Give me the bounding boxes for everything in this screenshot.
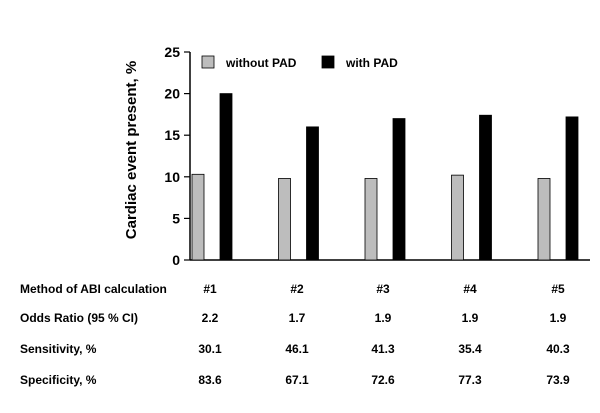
table-cell: 77.3 xyxy=(458,373,482,387)
bar-with-pad-2 xyxy=(306,126,319,261)
table-cell: 1.9 xyxy=(549,311,567,325)
y-tick-label: 10 xyxy=(164,169,180,185)
legend-swatch-with-pad xyxy=(321,55,335,69)
table-cell: #4 xyxy=(463,282,477,296)
table-cell: 72.6 xyxy=(371,373,395,387)
legend-swatch-without-pad xyxy=(201,55,215,69)
table-cell: #1 xyxy=(203,282,217,296)
bar-without-pad-4 xyxy=(451,174,464,261)
y-tick-label: 25 xyxy=(164,44,180,60)
table-cell: #3 xyxy=(376,282,390,296)
table-cell: 40.3 xyxy=(546,342,570,356)
table-cell: 35.4 xyxy=(458,342,482,356)
table-row-label: Sensitivity, % xyxy=(20,342,97,356)
bar-without-pad-5 xyxy=(537,178,551,261)
table-cell: 1.7 xyxy=(288,311,306,325)
table-cell: #2 xyxy=(290,282,304,296)
table-cell: 67.1 xyxy=(285,373,309,387)
bar-with-pad-3 xyxy=(392,118,406,261)
table-cell: 46.1 xyxy=(285,342,309,356)
y-tick-label: 15 xyxy=(164,127,180,143)
y-tick-label: 0 xyxy=(172,252,180,268)
bar-group xyxy=(191,93,579,261)
bar-with-pad-4 xyxy=(479,114,492,261)
table-row-label: Method of ABI calculation xyxy=(20,282,167,296)
table-row-label: Odds Ratio (95 % CI) xyxy=(20,311,139,325)
legend-label-with-pad: with PAD xyxy=(345,56,398,70)
table-cell: 30.1 xyxy=(198,342,222,356)
bar-without-pad-3 xyxy=(364,178,378,261)
table-cell: 73.9 xyxy=(546,373,570,387)
bar-chart: Cardiac event present, % 0 5 10 15 20 25 with… xyxy=(123,44,590,268)
bar-without-pad-2 xyxy=(278,178,291,261)
bar-without-pad-1 xyxy=(191,173,205,261)
bar-with-pad-5 xyxy=(565,116,579,261)
y-axis-ticks: 0 5 10 15 20 25 xyxy=(164,44,190,268)
table-row-label: Specificity, % xyxy=(20,373,97,387)
legend-label-without-pad: without PAD xyxy=(225,56,297,70)
table-cell: 83.6 xyxy=(198,373,222,387)
legend: without PAD with PAD xyxy=(201,55,398,70)
y-tick-label: 20 xyxy=(164,86,180,102)
y-axis-label: Cardiac event present, % xyxy=(123,61,140,239)
bar-with-pad-1 xyxy=(219,93,233,261)
table-cell: 1.9 xyxy=(461,311,479,325)
table-cell: #5 xyxy=(551,282,565,296)
y-tick-label: 5 xyxy=(172,210,180,226)
table-cell: 1.9 xyxy=(374,311,392,325)
table-cell: 2.2 xyxy=(201,311,219,325)
table-cell: 41.3 xyxy=(371,342,395,356)
